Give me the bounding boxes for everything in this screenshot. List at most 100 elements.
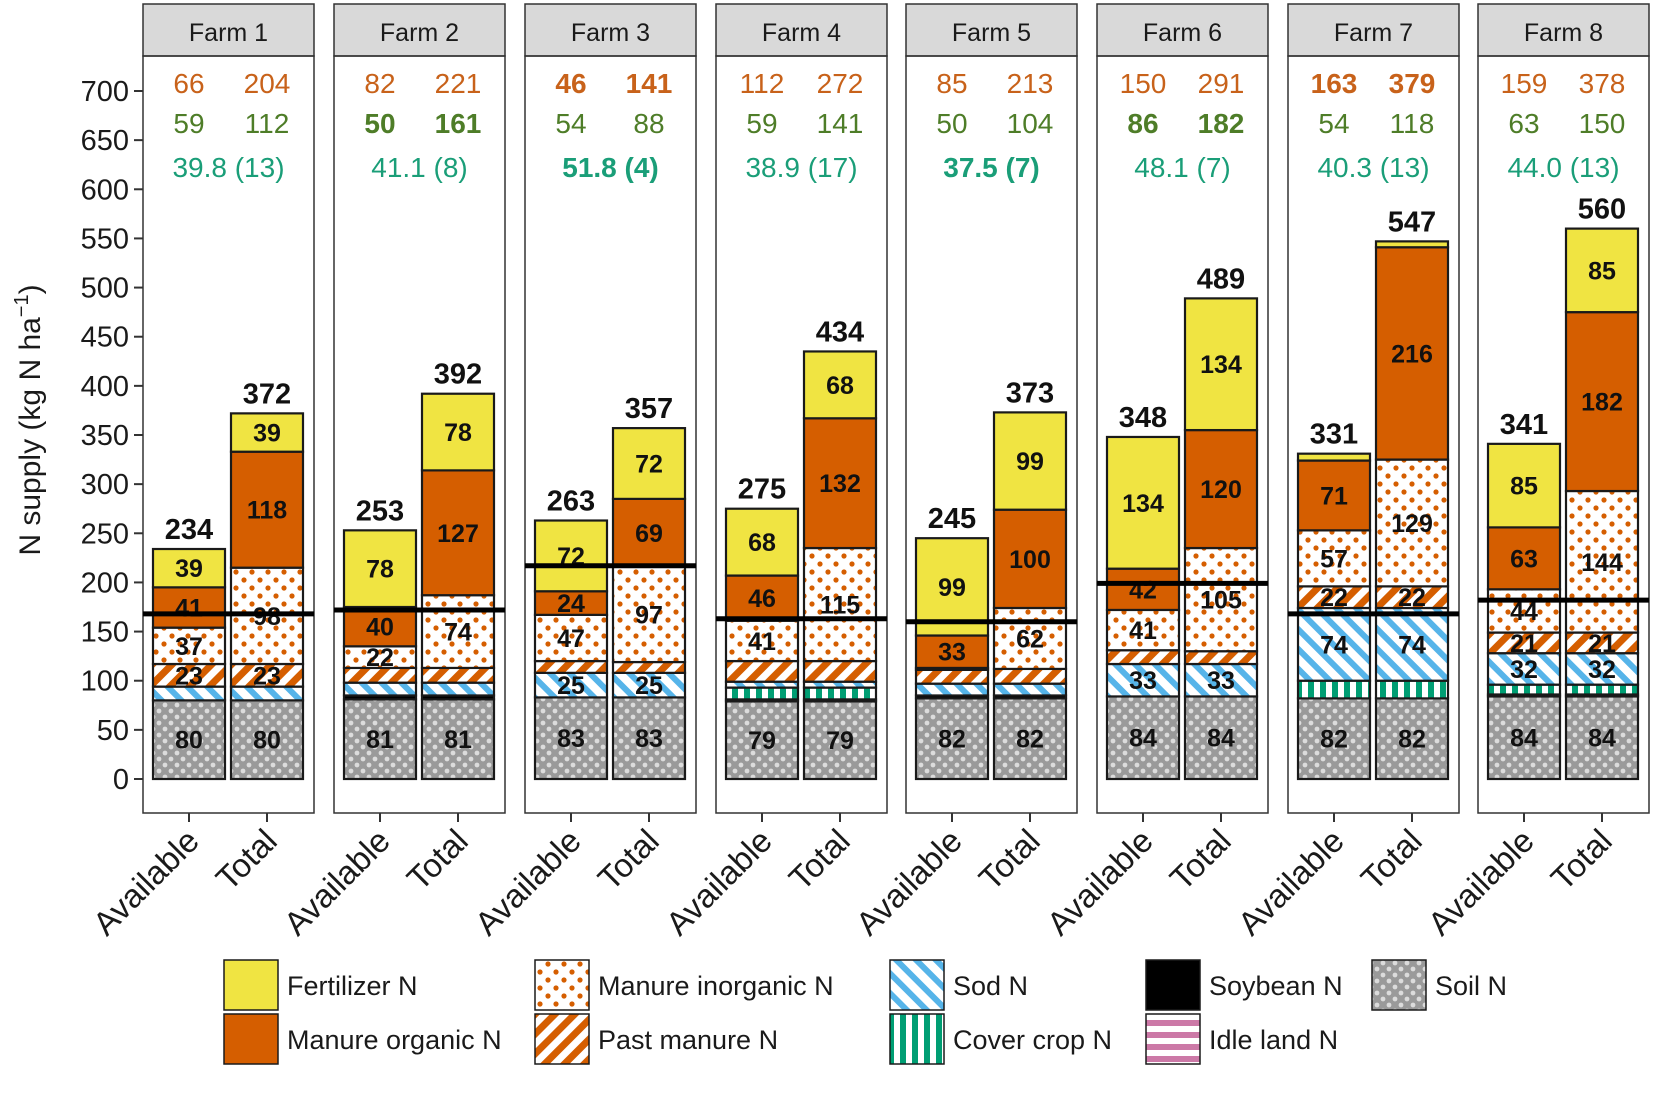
header-row3-value: 51.8 (4) (562, 152, 659, 183)
bar-total: 83 25 97 69 72 357 (611, 393, 687, 781)
bar-total-label: 373 (1006, 377, 1054, 409)
facet-strip (1477, 3, 1650, 57)
y-tick-label: 350 (81, 420, 129, 452)
bar-segment-inorg (802, 546, 878, 663)
facet-panel-7: Farm 7 163 379 54 118 40.3 (13) 82 74 22 57 71 331 A… (1231, 3, 1460, 942)
bar-segment-past (992, 667, 1068, 685)
bar-segment-inorg (1486, 588, 1562, 634)
header-row1-value: 204 (244, 68, 291, 99)
bar-segment-org (1105, 567, 1181, 612)
facet-strip (142, 3, 315, 57)
bar-segment-org (1183, 428, 1259, 550)
segment-label-inorg: 22 (366, 644, 394, 672)
bar-segment-inorg (1183, 546, 1259, 653)
header-row3-value: 39.8 (13) (172, 152, 284, 183)
facet-panel-6: Farm 6 150 291 86 182 48.1 (7) 84 33 41 42 134 348 A… (1040, 3, 1269, 942)
y-tick-label: 450 (81, 322, 129, 354)
segment-label-sod: 25 (557, 672, 585, 700)
bar-segment-org (151, 586, 227, 629)
segment-label-inorg: 41 (1129, 617, 1157, 645)
segment-label-org: 41 (175, 594, 203, 622)
header-row1-value: 112 (740, 68, 785, 99)
bar-segment-org (420, 469, 496, 597)
y-axis: 0 50 100 150 200 250 300 350 400 450 500 550 600 650 7… (11, 76, 143, 796)
legend-swatch-inorg (534, 959, 590, 1011)
bar-segment-sod (992, 682, 1068, 697)
segment-label-soil: 80 (175, 727, 203, 755)
segment-label-soil: 82 (1398, 726, 1426, 754)
segment-label-inorg: 41 (748, 628, 776, 656)
header-row1-value: 163 (1311, 68, 1358, 99)
segment-label-soil: 79 (748, 727, 776, 755)
facet-title: Farm 4 (762, 19, 841, 47)
bar-segment-sod (1296, 606, 1372, 682)
legend-swatch-idle (1145, 1013, 1201, 1065)
segment-label-soil: 81 (366, 726, 394, 754)
header-row1-value: 46 (555, 68, 586, 99)
segment-label-org: 127 (437, 520, 479, 548)
facet-title: Farm 6 (1143, 19, 1222, 47)
legend-swatch-fert (223, 959, 279, 1011)
segment-label-org: 63 (1510, 545, 1538, 573)
segment-label-fert: 39 (253, 420, 281, 448)
bar-segment-soil (342, 698, 418, 781)
header-row3-value: 40.3 (13) (1317, 152, 1429, 183)
bar-total: 82 62 100 99 373 (992, 377, 1068, 781)
segment-label-org: 40 (366, 614, 394, 642)
bar-segment-soil (1564, 695, 1640, 781)
facet-panel-border (524, 55, 697, 814)
bar-segment-inorg (724, 619, 800, 663)
segment-label-org: 69 (635, 520, 663, 548)
bar-segment-org (1564, 311, 1640, 493)
legend-label: Manure organic N (287, 1025, 502, 1055)
bar-total-label: 434 (816, 316, 864, 348)
x-tick-label: Total (590, 822, 665, 897)
bar-segment-soil (914, 697, 990, 781)
segment-label-soil: 84 (1510, 725, 1538, 753)
facet-strip (524, 3, 697, 57)
y-tick-label: 150 (81, 617, 129, 649)
segment-label-past: 23 (175, 662, 203, 690)
segment-label-inorg: 129 (1391, 510, 1433, 538)
header-row1-value: 85 (936, 68, 967, 99)
facet-strip (715, 3, 888, 57)
bar-segment-soil (802, 700, 878, 781)
y-tick-label: 100 (81, 666, 129, 698)
segment-label-soil: 81 (444, 726, 472, 754)
bar-segment-cover (1374, 679, 1450, 700)
bar-total-label: 489 (1197, 263, 1245, 295)
segment-label-org: 118 (247, 497, 287, 525)
legend-item-sod: Sod N (889, 959, 1028, 1011)
legend-swatch-soil (1371, 959, 1427, 1011)
bar-segment-inorg (611, 565, 687, 664)
header-row2-value: 104 (1007, 108, 1054, 139)
segment-label-sod: 33 (1129, 667, 1157, 695)
segment-label-past: 23 (253, 662, 281, 690)
header-row2-value: 86 (1127, 108, 1158, 139)
bar-total-label: 560 (1578, 194, 1626, 226)
bar-total-label: 275 (738, 474, 786, 506)
facet-strip (1287, 3, 1460, 57)
x-tick-label: Total (781, 822, 856, 897)
segment-label-fert: 78 (366, 556, 394, 584)
bar-total-label: 234 (165, 514, 213, 546)
header-row2-value: 50 (936, 108, 967, 139)
segment-label-sod: 32 (1588, 656, 1616, 684)
legend-swatch-cover (889, 1013, 945, 1065)
bar-segment-past (611, 660, 687, 674)
bar-segment-sod (1183, 662, 1259, 698)
bar-total: 79 115 132 68 434 (802, 316, 878, 781)
segment-label-fert: 99 (938, 574, 966, 602)
bar-segment-fert (1564, 227, 1640, 314)
header-row1-value: 150 (1120, 68, 1167, 99)
bar-segment-past (1105, 649, 1181, 666)
legend-label: Fertilizer N (287, 971, 418, 1001)
header-row2-value: 88 (633, 108, 664, 139)
legend-swatch-org (223, 1013, 279, 1065)
header-row1-value: 272 (817, 68, 864, 99)
bar-total-label: 372 (243, 378, 291, 410)
facet-title: Farm 8 (1524, 19, 1603, 47)
segment-label-org: 42 (1129, 576, 1157, 604)
